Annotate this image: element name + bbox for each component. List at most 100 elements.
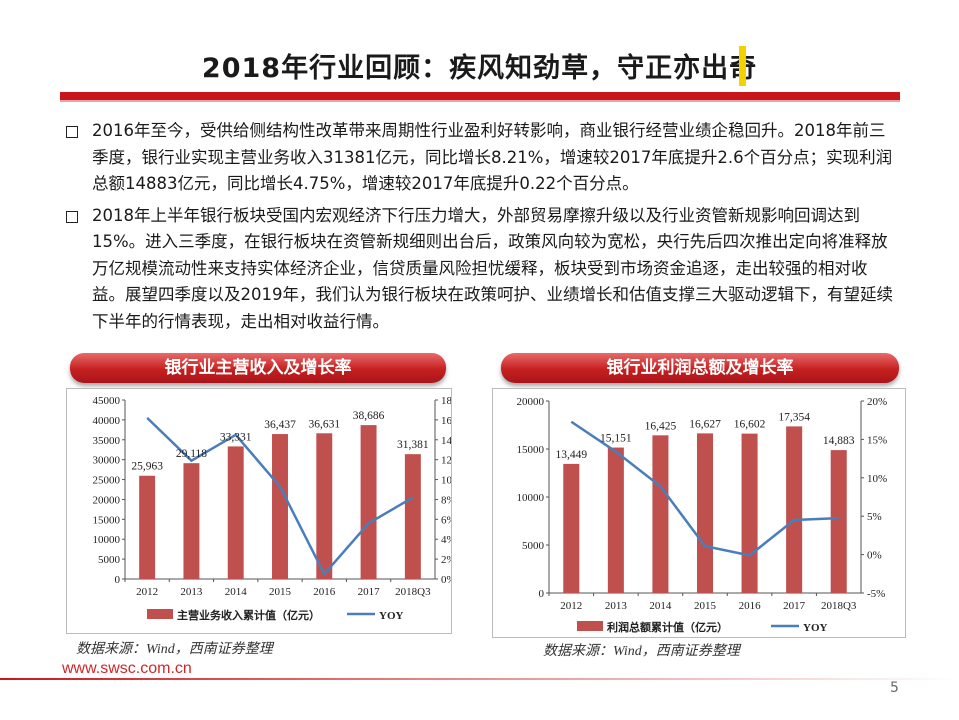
bar: [139, 475, 156, 579]
y-tick-label-right: 10%: [441, 475, 451, 487]
y-tick-label-left: 0: [539, 588, 545, 600]
bar: [227, 446, 244, 579]
bar: [183, 463, 200, 579]
chart-profit-svg: 0 5000 10000 15000 20000 -5% 0% 5% 10% 15% 20% 2012…: [517, 396, 888, 634]
y-tick-label-right: 14%: [441, 435, 451, 447]
x-tick-label: 2012: [136, 586, 158, 598]
data-label: 16,627: [689, 418, 721, 430]
y-tick-label-left: 20000: [517, 396, 545, 408]
chart-revenue-svg: 0 5000 10000 15000 20000 25000 30000 35000 40000…: [93, 395, 462, 622]
yoy-line: [570, 420, 839, 557]
bar: [360, 425, 377, 579]
y-tick-label-left: 10000: [93, 534, 121, 546]
data-label: 13,449: [555, 449, 587, 461]
chart-profit: 0 5000 10000 15000 20000 -5% 0% 5% 10% 15% 20% 2012…: [492, 388, 906, 638]
y-tick-label-left: 15000: [93, 514, 121, 526]
x-tick-label: 2015: [694, 600, 717, 612]
title-divider: [60, 92, 900, 100]
legend-bar-swatch: [147, 609, 173, 619]
data-label: 17,354: [778, 411, 810, 423]
chart-title-profit: 银行业利润总额及增长率: [501, 353, 899, 383]
chart-revenue: 0 5000 10000 15000 20000 25000 30000 35000 40000…: [66, 388, 462, 634]
bar: [830, 450, 847, 593]
y-tick-label-right: 6%: [441, 514, 451, 526]
yoy-line: [146, 417, 414, 577]
x-tick-label: 2013: [605, 600, 628, 612]
y-tick-label-left: 20000: [93, 494, 121, 506]
y-tick-label-left: 0: [115, 574, 121, 586]
data-label: 36,631: [308, 418, 340, 430]
checkbox-bullet-icon: [66, 126, 78, 138]
y-tick-label-right: -5%: [867, 588, 885, 600]
bar: [607, 447, 624, 593]
x-tick-label: 2016: [313, 586, 336, 598]
legend-bar-label: 主营业务收入累计值（亿元）: [177, 608, 320, 622]
y-tick-label-right: 2%: [441, 554, 451, 566]
slide-title-text: 2018年行业回顾：疾风知劲草，守正亦出奇: [201, 53, 758, 84]
y-tick-label-right: 8%: [441, 494, 451, 506]
y-tick-label-right: 10%: [867, 473, 887, 485]
data-label: 31,381: [397, 439, 429, 451]
y-tick-label-left: 35000: [93, 435, 121, 447]
footer-divider: [0, 678, 959, 680]
bar: [786, 426, 803, 593]
y-tick-label-right: 16%: [441, 415, 451, 427]
data-label: 25,963: [131, 461, 163, 473]
x-tick-label: 2018Q3: [821, 600, 857, 612]
y-tick-label-right: 12%: [441, 455, 451, 467]
data-label: 16,602: [734, 419, 766, 431]
y-tick-label-right: 15%: [867, 434, 887, 446]
y-tick-label-right: 0%: [867, 550, 882, 562]
y-tick-label-left: 5000: [522, 540, 545, 552]
y-tick-label-left: 15000: [517, 444, 545, 456]
x-tick-label: 2016: [739, 600, 762, 612]
legend-line-label: YOY: [379, 610, 404, 622]
source-note: 数据来源：Wind，西南证券整理: [543, 644, 740, 659]
data-label: 16,425: [645, 420, 677, 432]
bar: [316, 433, 333, 579]
data-label: 14,883: [823, 435, 855, 447]
title-divider-thin: [60, 100, 900, 102]
chart-title-text: 银行业利润总额及增长率: [606, 358, 794, 378]
data-label: 29,118: [176, 448, 207, 460]
bullet-item: 2016年至今，受供给侧结构性改革带来周期性行业盈利好转影响，商业银行经营业绩企…: [66, 118, 896, 198]
x-tick-label: 2015: [269, 586, 292, 598]
x-tick-label: 2013: [180, 586, 203, 598]
y-tick-label-left: 45000: [93, 395, 121, 407]
x-tick-label: 2014: [649, 600, 672, 612]
legend-line-label: YOY: [803, 622, 828, 634]
bar: [652, 435, 669, 593]
data-label: 36,437: [264, 419, 296, 431]
data-label: 33,331: [220, 431, 252, 443]
y-tick-label-left: 5000: [98, 554, 121, 566]
y-tick-label-left: 30000: [93, 455, 121, 467]
page-number: 5: [890, 680, 899, 696]
y-tick-label-left: 10000: [517, 492, 545, 504]
x-tick-label: 2017: [358, 586, 381, 598]
bar: [741, 433, 758, 593]
legend-bar-swatch: [577, 621, 603, 631]
y-tick-label-right: 0%: [441, 574, 451, 586]
data-label: 38,686: [353, 410, 385, 422]
title-highlight-mark: [739, 46, 746, 86]
checkbox-bullet-icon: [66, 210, 78, 223]
bar: [696, 433, 714, 593]
x-tick-label: 2012: [560, 600, 582, 612]
y-tick-label-left: 25000: [93, 475, 121, 487]
bullet-text: 2018年上半年银行板块受国内宏观经济下行压力增大，外部贸易摩擦升级以及行业资管…: [92, 205, 893, 331]
bar: [563, 463, 580, 593]
data-label: 15,151: [600, 433, 632, 445]
slide-title: 2018年行业回顾：疾风知劲草，守正亦出奇: [0, 46, 959, 86]
bullet-list: 2016年至今，受供给侧结构性改革带来周期性行业盈利好转影响，商业银行经营业绩企…: [66, 118, 896, 340]
source-note: 数据来源：Wind，西南证券整理: [76, 642, 273, 657]
y-tick-label-left: 40000: [93, 415, 121, 427]
bullet-item: 2018年上半年银行板块受国内宏观经济下行压力增大，外部贸易摩擦升级以及行业资管…: [66, 203, 896, 336]
legend-bar-label: 利润总额累计值（亿元）: [607, 620, 728, 634]
chart-title-revenue: 银行业主营收入及增长率: [70, 353, 446, 383]
y-tick-label-right: 5%: [867, 511, 882, 523]
x-tick-label: 2014: [225, 586, 248, 598]
x-tick-label: 2017: [783, 600, 806, 612]
chart-title-text: 银行业主营收入及增长率: [164, 358, 352, 378]
website-link[interactable]: www.swsc.com.cn: [62, 660, 192, 677]
bullet-text: 2016年至今，受供给侧结构性改革带来周期性行业盈利好转影响，商业银行经营业绩企…: [92, 121, 893, 193]
